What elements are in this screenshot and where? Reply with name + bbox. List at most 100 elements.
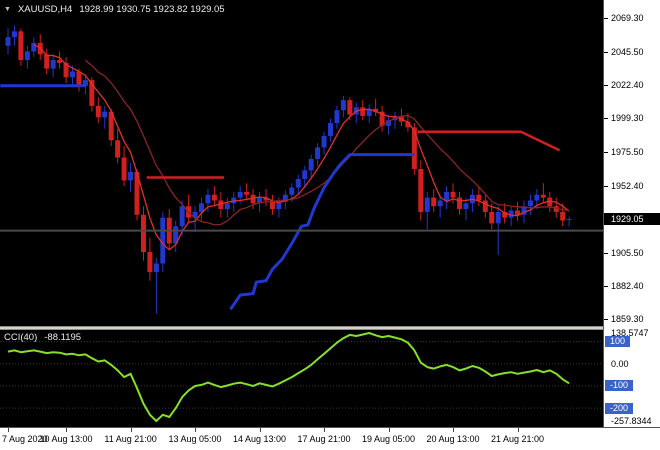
candle-body [18,31,24,61]
candle-body [257,197,263,204]
candle-body [444,191,450,201]
time-tick-label: 10 Aug 13:00 [39,434,93,444]
candle-body [308,158,314,171]
price-tick-label: 1859.30 [611,313,644,324]
candle-body [82,80,88,86]
cci-line [7,332,570,422]
price-axis[interactable]: 2069.30 2045.50 2022.40 1999.30 1975.50 1952.… [603,0,660,427]
candle-body [11,31,17,38]
cci-indicator-plot[interactable]: CCI(40) -88.1195 [0,330,603,427]
time-tick-mark [130,428,132,432]
cci-name-label: CCI(40) [4,332,38,343]
time-tick-label: 7 Aug 2020 [2,434,48,444]
candle-body [405,121,411,128]
candle-body [560,211,566,221]
candle-body [566,219,572,221]
panel-separator[interactable] [0,326,660,330]
ma-fast-line [33,44,570,251]
price-tick-mark [604,252,608,254]
candle-body [527,200,533,207]
candle-body [244,191,250,195]
cci-level-badge: 100 [605,336,631,348]
candle-body [515,210,521,215]
candle-body [495,211,501,224]
candle-body [102,111,108,118]
price-tick-label: 1999.30 [611,113,644,124]
candle-body [192,211,198,218]
candle-body [502,211,508,218]
price-chart-canvas [0,25,603,314]
candle-body [250,194,256,204]
candle-body [450,191,456,198]
time-tick-mark [388,428,390,432]
price-tick-label: 2045.50 [611,47,644,58]
candle-body [386,120,392,126]
candle-body [321,135,327,148]
candle-body [302,170,308,179]
candle-body [115,140,121,158]
candles[interactable] [5,25,572,314]
candle-body [121,157,127,181]
candle-body [179,206,185,227]
candle-body [411,127,417,169]
candle-body [489,211,495,224]
ohlc-values: 1928.99 1930.75 1923.82 1929.05 [79,4,225,15]
time-tick-label: 19 Aug 05:00 [362,434,416,444]
blue-step-trendline[interactable] [229,153,415,311]
time-tick-mark [517,428,519,432]
price-tick-label: 1975.50 [611,147,644,158]
price-tick-mark [604,85,608,87]
candle-body [205,194,211,204]
price-tick-mark [604,52,608,54]
candle-body [534,194,540,201]
candle-body [63,62,69,78]
price-tick-mark [604,318,608,320]
candle-body [334,110,340,124]
candle-body [315,147,321,159]
cci-canvas [0,332,603,422]
red-resistance-line[interactable] [417,130,561,152]
candle-body [482,200,488,212]
candle-body [508,210,514,218]
candle-body [128,171,134,181]
time-axis[interactable]: 7 Aug 2020 10 Aug 13:00 11 Aug 21:00 13 Aug… [0,427,660,450]
chart-shift-marker-icon: ▼ [4,6,11,13]
candle-body [457,197,462,210]
cci-level-badge: -200 [605,402,634,414]
candle-body [360,107,366,116]
price-tick-label: 1905.50 [611,247,644,258]
price-tick-mark [604,185,608,187]
candle-body [50,60,56,69]
candle-body [476,194,482,201]
candle-body [5,37,11,46]
cci-tick-label: -257.8344 [611,416,652,426]
candle-body [373,108,379,112]
candle-body [366,108,372,116]
candle-body [211,194,217,201]
cci-tick-label: 0.00 [611,358,629,369]
price-tick-label: 1882.40 [611,280,644,291]
candle-body [44,54,50,69]
cci-value-label: -88.1195 [44,332,82,343]
time-tick-label: 13 Aug 05:00 [168,434,222,444]
candle-body [437,200,443,207]
candle-body [108,111,114,141]
candle-body [521,206,527,215]
price-chart-plot[interactable]: ▼ XAUUSD,H4 1928.99 1930.75 1923.82 1929… [0,0,603,326]
time-tick-label: 17 Aug 21:00 [297,434,351,444]
candle-body [147,252,153,273]
candle-body [424,197,430,212]
candle-body [431,197,437,207]
candle-body [263,197,269,201]
candle-body [134,171,140,215]
price-tick-mark [604,118,608,120]
candle-body [540,194,546,198]
candle-body [237,191,243,198]
candle-body [224,203,230,210]
candle-body [160,217,166,264]
price-tick-mark [604,152,608,154]
candle-body [269,200,275,210]
candle-body [282,194,288,202]
time-tick-mark [259,428,261,432]
